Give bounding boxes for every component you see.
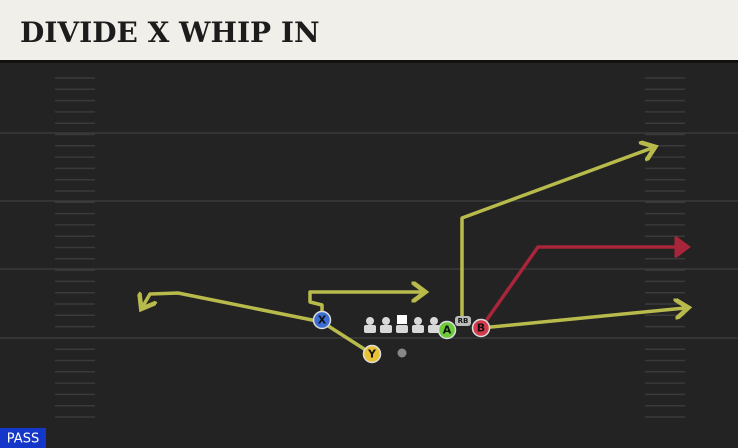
offensive-line	[364, 315, 440, 333]
hash-marks	[55, 77, 685, 418]
yard-lines	[0, 132, 738, 339]
route-b-primary	[479, 247, 685, 330]
player-x-label: X	[318, 314, 327, 327]
quarterback	[397, 348, 407, 358]
player-b-label: B	[477, 322, 485, 335]
header-shadow	[0, 60, 738, 63]
route-a	[460, 148, 652, 324]
player-x	[312, 310, 332, 330]
player-b	[471, 318, 491, 338]
header-bar	[0, 0, 738, 60]
player-a-label: A	[443, 324, 452, 337]
route-x	[308, 292, 422, 322]
play-title: DIVIDE X WHIP IN	[20, 16, 320, 49]
rb-label: RB	[458, 317, 469, 325]
route-b-flat	[479, 308, 685, 330]
rb-tag	[455, 316, 471, 326]
pass-label: PASS	[7, 432, 39, 447]
pass-badge	[0, 428, 46, 448]
player-y-label: Y	[367, 348, 377, 361]
player-y	[362, 344, 382, 364]
player-a	[437, 320, 457, 340]
route-y	[143, 291, 374, 356]
